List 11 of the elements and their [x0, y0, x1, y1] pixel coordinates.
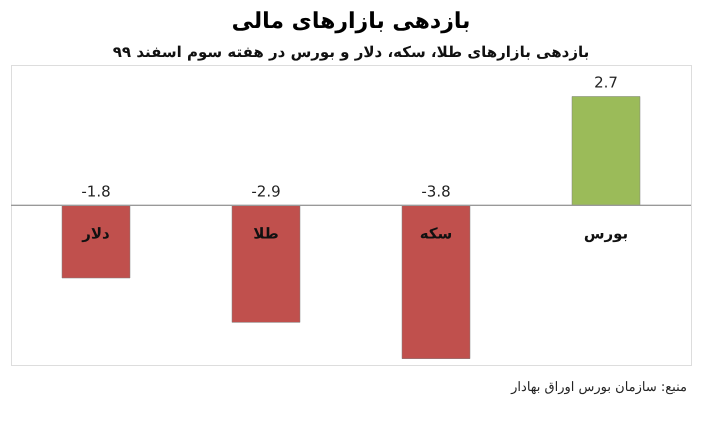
x-tick-label: طلا — [253, 224, 279, 242]
x-tick-label: سکه — [420, 224, 452, 242]
x-tick-label: بورس — [584, 224, 628, 242]
chart-subtitle: بازدهی بازارهای طلا، سکه، دلار و بورس در هفته سوم اسفند ۹۹ — [112, 43, 590, 61]
x-tick-label: دلار — [81, 224, 110, 242]
data-label: -2.9 — [251, 182, 281, 200]
data-label: -3.8 — [421, 182, 451, 200]
text: منبع: سازمان بورس اوراق بهادار — [510, 380, 687, 395]
data-label: 2.7 — [594, 73, 618, 92]
data-label: -1.8 — [81, 182, 111, 200]
chart-title: بازدهی بازارهای مالی — [232, 9, 470, 34]
